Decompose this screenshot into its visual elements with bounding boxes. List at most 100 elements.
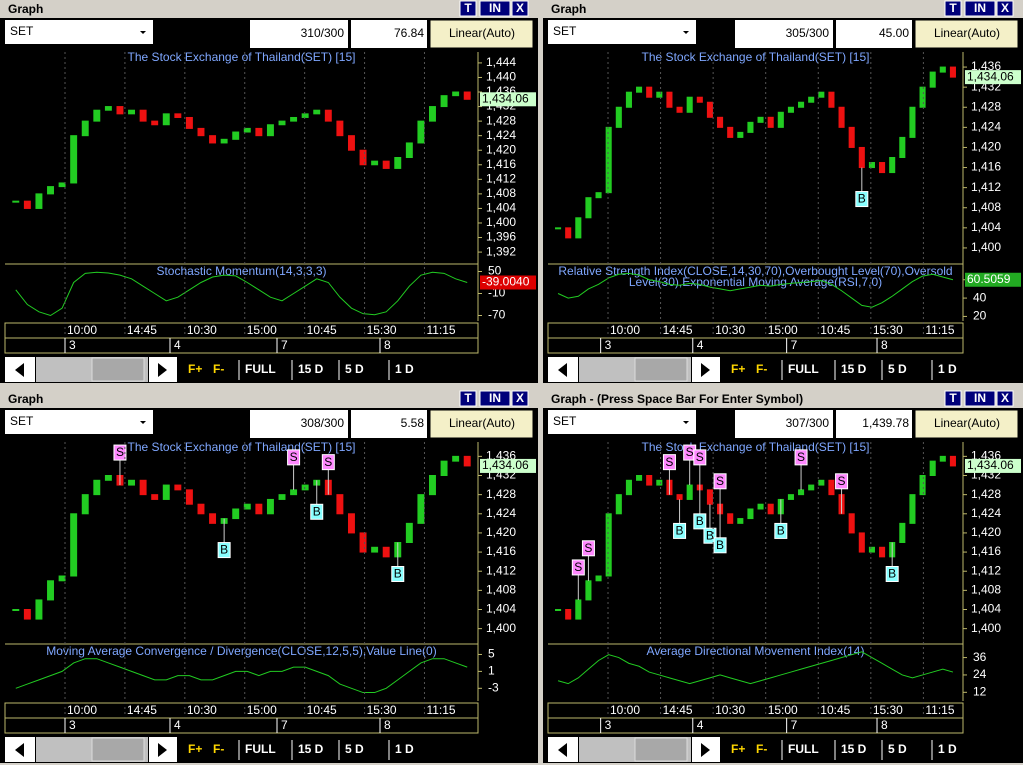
y-tick-label: 1,424 xyxy=(486,128,516,142)
time-label: 10:45 xyxy=(820,323,850,337)
scroll-thumb[interactable] xyxy=(634,737,688,762)
graph-panel: Graph T IN X SET 310/300 76.84 Linear(Auto) The … xyxy=(0,0,538,385)
scale-text: Linear(Auto) xyxy=(449,416,515,430)
candle xyxy=(174,113,182,118)
candle xyxy=(151,494,159,500)
last-price-box xyxy=(480,92,536,107)
nav-button[interactable]: F- xyxy=(756,742,767,756)
signal-box xyxy=(713,537,727,554)
indicator-last-box xyxy=(480,275,536,290)
nav-button[interactable]: FULL xyxy=(788,362,819,376)
signal-box xyxy=(391,566,405,582)
indicator-title: Average Directional Movement Index(14) xyxy=(647,644,865,658)
time-label: 15:30 xyxy=(367,703,397,717)
signal-box xyxy=(713,473,727,490)
scale-box[interactable] xyxy=(429,19,534,49)
nav-button[interactable]: 15 D xyxy=(841,742,867,756)
candle xyxy=(35,193,43,209)
nav-button[interactable]: 1 D xyxy=(395,362,414,376)
window-button[interactable] xyxy=(479,390,511,407)
nav-button[interactable]: 15 D xyxy=(298,362,324,376)
window-button[interactable] xyxy=(511,390,529,407)
candle xyxy=(737,131,744,138)
window-button[interactable] xyxy=(996,0,1014,17)
date-label: 3 xyxy=(605,718,612,732)
candle xyxy=(255,127,263,137)
nav-button[interactable]: 5 D xyxy=(888,362,907,376)
window-button[interactable] xyxy=(511,0,529,17)
candle xyxy=(440,460,448,476)
window-button[interactable] xyxy=(944,390,962,407)
time-label: 14:45 xyxy=(127,323,157,337)
candle xyxy=(70,513,78,577)
nav-button[interactable]: F+ xyxy=(188,742,202,756)
nav-button[interactable]: FULL xyxy=(245,362,276,376)
time-label: 15:30 xyxy=(873,703,903,717)
nav-button[interactable]: F+ xyxy=(188,362,202,376)
symbol-select[interactable] xyxy=(548,20,696,44)
nav-button[interactable]: 15 D xyxy=(298,742,324,756)
candle xyxy=(939,66,946,73)
time-label: 10:45 xyxy=(307,323,337,337)
nav-button[interactable]: 1 D xyxy=(938,742,957,756)
y-tick-label: 1,428 xyxy=(486,113,516,127)
date-label: 8 xyxy=(384,718,391,732)
candle xyxy=(929,460,936,476)
window-button[interactable] xyxy=(996,390,1014,407)
candle xyxy=(706,101,713,118)
indicator-title: Moving Average Convergence / Divergence(… xyxy=(46,644,436,658)
y-tick-label: 1,408 xyxy=(971,200,1001,214)
nav-button[interactable]: FULL xyxy=(788,742,819,756)
scroll-thumb[interactable] xyxy=(91,357,145,382)
symbol-select[interactable] xyxy=(5,410,153,434)
nav-button[interactable]: 15 D xyxy=(841,362,867,376)
signal-box xyxy=(321,454,335,471)
window-button[interactable] xyxy=(459,390,477,407)
candle xyxy=(848,513,855,534)
nav-button[interactable]: F- xyxy=(213,362,224,376)
scroll-thumb[interactable] xyxy=(91,737,145,762)
window-button-label: T xyxy=(464,1,472,15)
nav-button[interactable]: F+ xyxy=(731,742,745,756)
time-label: 15:00 xyxy=(768,703,798,717)
scale-box[interactable] xyxy=(429,409,534,439)
scroll-right-arrow xyxy=(701,743,710,757)
nav-button[interactable]: F- xyxy=(213,742,224,756)
window-button[interactable] xyxy=(479,0,511,17)
y-tick-label: 1,400 xyxy=(486,621,516,635)
signal-box xyxy=(794,449,808,466)
counter-box xyxy=(250,410,348,438)
window-button[interactable] xyxy=(964,390,996,407)
symbol-select[interactable] xyxy=(548,410,696,434)
signal-label: S xyxy=(584,541,592,555)
scale-box[interactable] xyxy=(914,409,1019,439)
window-button[interactable] xyxy=(964,0,996,17)
candle xyxy=(463,455,471,467)
nav-button[interactable]: 5 D xyxy=(888,742,907,756)
scale-box[interactable] xyxy=(914,19,1019,49)
nav-button[interactable]: 1 D xyxy=(395,742,414,756)
symbol-select[interactable] xyxy=(5,20,153,44)
nav-button[interactable]: 5 D xyxy=(345,742,364,756)
time-label: 15:00 xyxy=(247,703,277,717)
signal-box xyxy=(310,503,324,520)
window-button[interactable] xyxy=(459,0,477,17)
nav-button[interactable]: F+ xyxy=(731,362,745,376)
signal-box xyxy=(673,522,687,539)
value-box xyxy=(836,20,912,48)
nav-button[interactable]: F- xyxy=(756,362,767,376)
nav-button[interactable]: FULL xyxy=(245,742,276,756)
window-button-label: IN xyxy=(974,1,986,15)
window-button[interactable] xyxy=(944,0,962,17)
signal-box xyxy=(693,449,707,466)
candle xyxy=(717,116,724,128)
candle xyxy=(243,503,251,510)
signal-box xyxy=(693,513,707,530)
panel-title: Graph xyxy=(8,392,43,406)
value-box xyxy=(351,20,427,48)
nav-button[interactable]: 1 D xyxy=(938,362,957,376)
scroll-thumb[interactable] xyxy=(634,357,688,382)
nav-button[interactable]: 5 D xyxy=(345,362,364,376)
candle xyxy=(585,580,592,601)
candle xyxy=(197,503,205,515)
